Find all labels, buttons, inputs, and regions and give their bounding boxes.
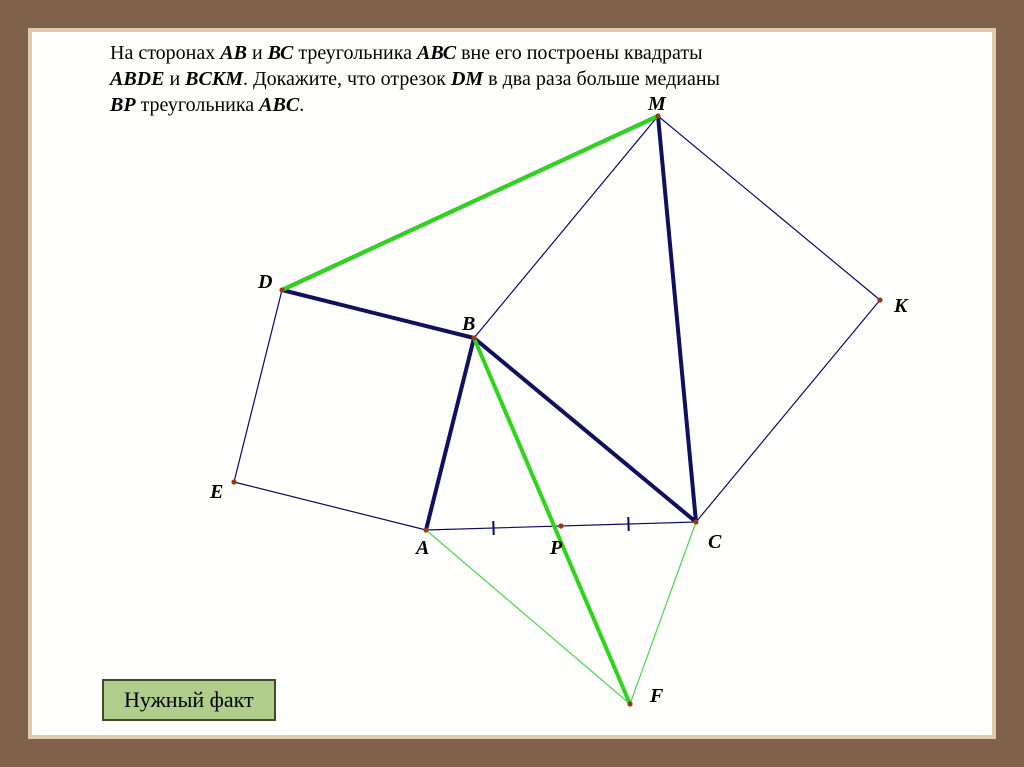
fact-button[interactable]: Нужный факт [102,679,276,721]
label-K: K [893,295,909,317]
label-P: P [549,537,563,559]
label-C: C [708,531,722,553]
point-C [693,519,698,524]
label-A: A [414,537,429,559]
label-M: M [647,93,667,115]
point-D [279,287,284,292]
label-F: F [649,685,664,707]
label-E: E [209,481,223,503]
point-B [471,335,476,340]
geometry-diagram: A B C D E K M P F [32,32,992,735]
label-D: D [257,271,272,293]
point-E [231,479,236,484]
point-F [627,701,632,706]
inner-frame: На сторонах АВ и ВС треугольника АВС вне… [28,28,996,739]
point-P [558,523,563,528]
outer-frame: На сторонах АВ и ВС треугольника АВС вне… [0,0,1024,767]
point-K [877,297,882,302]
point-A [423,527,428,532]
label-B: B [461,313,475,335]
